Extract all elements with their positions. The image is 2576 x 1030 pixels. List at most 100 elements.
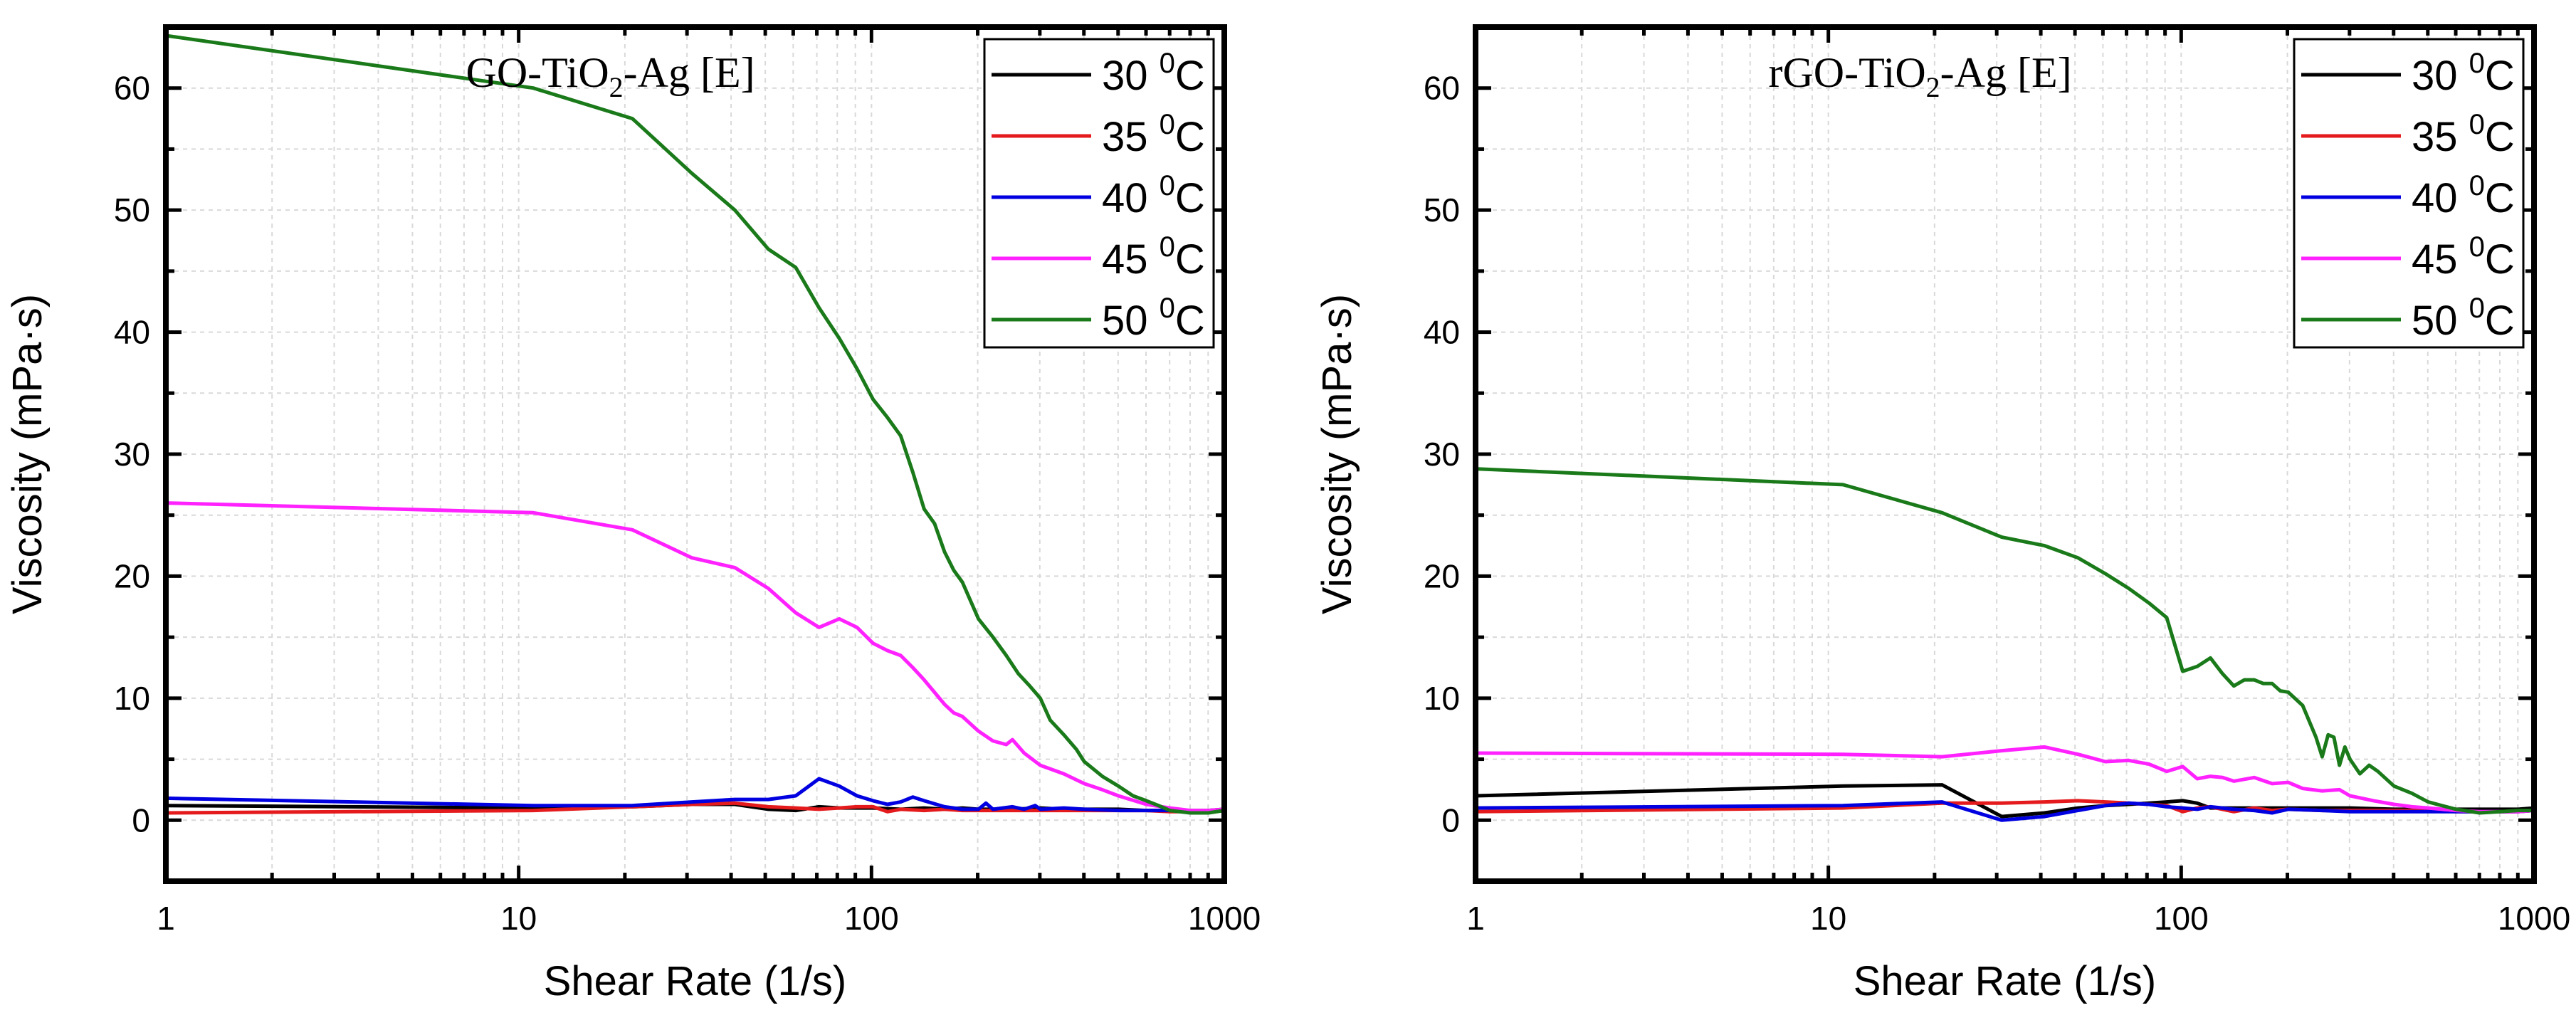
y-tick-label: 50: [114, 191, 150, 228]
x-tick-label: 10: [500, 900, 537, 937]
chart-title-subscript: 2: [1926, 71, 1940, 103]
x-tick-label: 100: [844, 900, 899, 937]
y-tick-label: 10: [114, 680, 150, 717]
legend-item-3: 40 0C: [992, 170, 1205, 221]
legend-label-superscript: 0: [1160, 293, 1175, 324]
legend-label-value: 45: [2412, 236, 2469, 283]
x-tick-label: 100: [2154, 900, 2209, 937]
y-tick-label: 10: [1424, 680, 1460, 717]
legend-label-value: 30: [1102, 53, 1160, 99]
legend-label-unit: C: [1175, 53, 1205, 99]
ticks: [1473, 25, 2536, 883]
series-group: [1473, 467, 2536, 822]
y-tick-label: 60: [114, 70, 150, 107]
legend-label: 30 0C: [2412, 48, 2515, 99]
legend-item-4: 45 0C: [992, 231, 1205, 283]
legend-label-value: 50: [1102, 298, 1160, 344]
y-tick-label: 20: [114, 557, 150, 594]
legend-label: 50 0C: [2412, 293, 2515, 344]
legend-item-2: 35 0C: [992, 109, 1205, 160]
legend-label-value: 40: [1102, 175, 1160, 221]
legend-label-superscript: 0: [1160, 170, 1175, 201]
legend-label-superscript: 0: [1160, 48, 1175, 79]
chart-title-main: rGO-TiO: [1768, 49, 1925, 96]
legend-item-1: 30 0C: [992, 48, 1205, 99]
legend-label: 35 0C: [1102, 109, 1205, 160]
legend-label-superscript: 0: [2469, 48, 2485, 79]
chart-title: rGO-TiO2-Ag [E]: [1768, 49, 2071, 103]
legend-label-unit: C: [1175, 175, 1205, 221]
legend-label-unit: C: [1175, 236, 1205, 283]
legend-label-unit: C: [2485, 53, 2515, 99]
y-axis-label: Viscosity (mPa·s): [1314, 294, 1360, 614]
legend-frame: [2293, 38, 2525, 349]
x-tick-label: 1: [1466, 900, 1485, 937]
y-tick-label: 0: [132, 802, 150, 839]
x-tick-label: 10: [1810, 900, 1846, 937]
legend-item-1: 30 0C: [2301, 48, 2515, 99]
series-line-5: [1473, 467, 2536, 815]
y-tick-label: 30: [1424, 436, 1460, 473]
y-tick-label: 30: [114, 436, 150, 473]
legend-label-unit: C: [2485, 236, 2515, 283]
legend-label: 50 0C: [1102, 293, 1205, 344]
legend-label: 30 0C: [1102, 48, 1205, 99]
legend-label-superscript: 0: [1160, 231, 1175, 263]
x-tick-label: 1000: [2498, 900, 2570, 937]
legend-item-5: 50 0C: [2301, 293, 2515, 344]
legend-label-superscript: 0: [2469, 293, 2485, 324]
x-axis-label: Shear Rate (1/s): [1854, 958, 2157, 1004]
legend-label-superscript: 0: [2469, 170, 2485, 201]
series-line-4: [164, 501, 1226, 813]
y-tick-label: 20: [1424, 557, 1460, 594]
chart-title-subscript: 2: [609, 71, 624, 103]
legend-label-value: 30: [2412, 53, 2469, 99]
y-tick-label: 40: [114, 314, 150, 351]
x-tick-label: 1000: [1188, 900, 1261, 937]
legend-label-unit: C: [2485, 175, 2515, 221]
legend-label: 40 0C: [2412, 170, 2515, 221]
x-tick-label: 1: [157, 900, 175, 937]
series-line-3: [164, 777, 1226, 814]
legend-label-value: 35: [1102, 114, 1160, 160]
x-axis-label: Shear Rate (1/s): [544, 958, 847, 1004]
legend-label: 45 0C: [1102, 231, 1205, 283]
y-tick-label: 0: [1441, 802, 1460, 839]
legend-label-superscript: 0: [2469, 109, 2485, 140]
legend-item-5: 50 0C: [992, 293, 1205, 344]
chart-title-rest: -Ag [E]: [1940, 49, 2072, 96]
legend-label: 40 0C: [1102, 170, 1205, 221]
legend-label-unit: C: [2485, 114, 2515, 160]
legend-label: 35 0C: [2412, 109, 2515, 160]
legend-label: 45 0C: [2412, 231, 2515, 283]
legend-item-3: 40 0C: [2301, 170, 2515, 221]
y-axis-label: Viscosity (mPa·s): [4, 294, 51, 614]
chart-title-rest: -Ag [E]: [624, 49, 755, 96]
legend-label-value: 50: [2412, 298, 2469, 344]
series-group: [164, 33, 1226, 815]
ticks: [164, 25, 1226, 883]
legend-label-unit: C: [1175, 114, 1205, 160]
legend-label-unit: C: [2485, 298, 2515, 344]
series-line-5: [164, 33, 1226, 815]
legend-label-superscript: 0: [1160, 109, 1175, 140]
chart-title-main: GO-TiO: [466, 49, 609, 96]
legend-label-value: 35: [2412, 114, 2469, 160]
legend-item-2: 35 0C: [2301, 109, 2515, 160]
legend-label-superscript: 0: [2469, 231, 2485, 263]
legend-item-4: 45 0C: [2301, 231, 2515, 283]
legend-label-unit: C: [1175, 298, 1205, 344]
chart-title: GO-TiO2-Ag [E]: [466, 49, 755, 103]
series-line-4: [1473, 745, 2536, 814]
y-tick-label: 40: [1424, 314, 1460, 351]
legend-label-value: 40: [2412, 175, 2469, 221]
y-tick-label: 60: [1424, 70, 1460, 107]
y-tick-label: 50: [1424, 191, 1460, 228]
legend-label-value: 45: [1102, 236, 1160, 283]
legend-frame: [983, 38, 1215, 349]
